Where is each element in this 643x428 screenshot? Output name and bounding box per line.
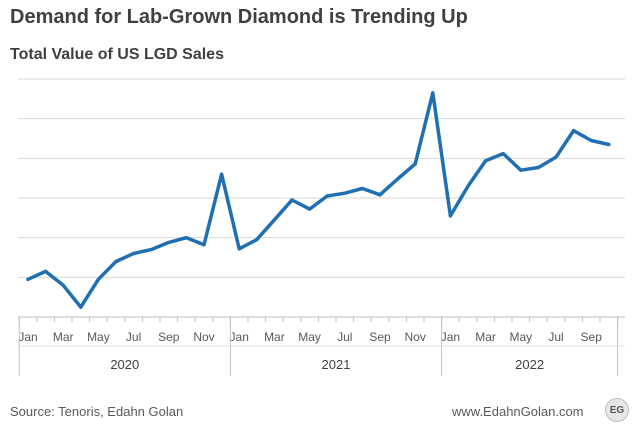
data-point bbox=[237, 247, 241, 251]
data-point bbox=[466, 184, 470, 188]
data-point bbox=[431, 91, 435, 95]
data-point bbox=[290, 198, 294, 202]
month-tick-label: Nov bbox=[193, 330, 214, 344]
data-point bbox=[149, 247, 153, 252]
data-point bbox=[44, 269, 48, 273]
data-point bbox=[589, 138, 593, 143]
month-tick-label: May bbox=[509, 330, 532, 344]
month-tick-label: Jan bbox=[230, 330, 249, 344]
x-axis bbox=[18, 316, 625, 322]
month-tick-label: Sep bbox=[158, 330, 180, 344]
month-tick-label: Sep bbox=[581, 330, 603, 344]
gridlines bbox=[18, 78, 625, 278]
data-point bbox=[61, 283, 65, 287]
data-point bbox=[202, 243, 206, 247]
series-line-group bbox=[26, 91, 611, 309]
year-group-labels: 2020 2021 2022 bbox=[18, 317, 625, 376]
website-link[interactable]: www.EdahnGolan.com bbox=[452, 404, 584, 419]
data-point bbox=[378, 193, 382, 197]
data-point bbox=[167, 240, 171, 245]
data-point bbox=[79, 305, 83, 309]
data-point bbox=[308, 207, 312, 211]
data-point bbox=[272, 218, 276, 222]
month-tick-label: Jul bbox=[337, 330, 352, 344]
data-point bbox=[448, 214, 452, 218]
data-point bbox=[607, 142, 611, 147]
data-point bbox=[184, 236, 188, 240]
data-point bbox=[343, 191, 347, 195]
data-point bbox=[572, 128, 576, 133]
chart-subtitle: Total Value of US LGD Sales bbox=[10, 46, 224, 63]
data-point bbox=[255, 238, 259, 242]
year-label: 2022 bbox=[515, 357, 544, 372]
chart-title: Demand for Lab-Grown Diamond is Trending… bbox=[10, 6, 468, 28]
data-point bbox=[220, 172, 224, 176]
month-tick-label: Mar bbox=[53, 330, 74, 344]
data-point bbox=[413, 162, 417, 166]
series-line bbox=[26, 91, 611, 309]
year-label: 2020 bbox=[110, 357, 139, 372]
month-tick-label: Nov bbox=[405, 330, 426, 344]
data-point bbox=[396, 177, 400, 181]
data-point bbox=[484, 159, 488, 163]
data-point bbox=[325, 194, 329, 198]
year-label: 2021 bbox=[322, 357, 351, 372]
data-point bbox=[536, 165, 541, 170]
month-tick-label: May bbox=[298, 330, 321, 344]
month-tick-label: Jul bbox=[548, 330, 563, 344]
data-point bbox=[519, 168, 523, 172]
month-tick-label: Mar bbox=[264, 330, 285, 344]
month-tick-label: Jul bbox=[126, 330, 141, 344]
month-tick-label: Mar bbox=[475, 330, 496, 344]
month-tick-label: Jan bbox=[18, 330, 37, 344]
data-point bbox=[360, 186, 364, 191]
month-tick-labels: Jan Mar May Jul Sep Nov Jan Mar May Jul Sep Nov Jan M… bbox=[18, 330, 602, 344]
eg-logo: EG bbox=[605, 398, 629, 422]
month-tick-label: May bbox=[87, 330, 110, 344]
data-point bbox=[114, 259, 118, 264]
source-note: Source: Tenoris, Edahn Golan bbox=[10, 404, 184, 419]
data-point bbox=[96, 277, 100, 281]
data-point bbox=[132, 251, 136, 256]
month-tick-label: Jan bbox=[441, 330, 460, 344]
data-point bbox=[501, 151, 505, 156]
data-point bbox=[554, 155, 558, 159]
month-tick-label: Sep bbox=[369, 330, 391, 344]
data-point bbox=[26, 277, 30, 281]
